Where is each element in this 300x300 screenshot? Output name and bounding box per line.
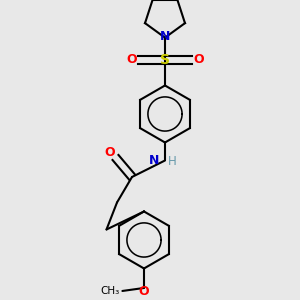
Text: O: O bbox=[126, 53, 137, 67]
Text: N: N bbox=[149, 154, 160, 167]
Text: O: O bbox=[105, 146, 116, 159]
Text: N: N bbox=[160, 30, 170, 43]
Text: CH₃: CH₃ bbox=[100, 286, 119, 296]
Text: O: O bbox=[139, 285, 149, 298]
Text: H: H bbox=[168, 155, 177, 169]
Text: O: O bbox=[193, 53, 204, 67]
Text: S: S bbox=[160, 53, 170, 67]
